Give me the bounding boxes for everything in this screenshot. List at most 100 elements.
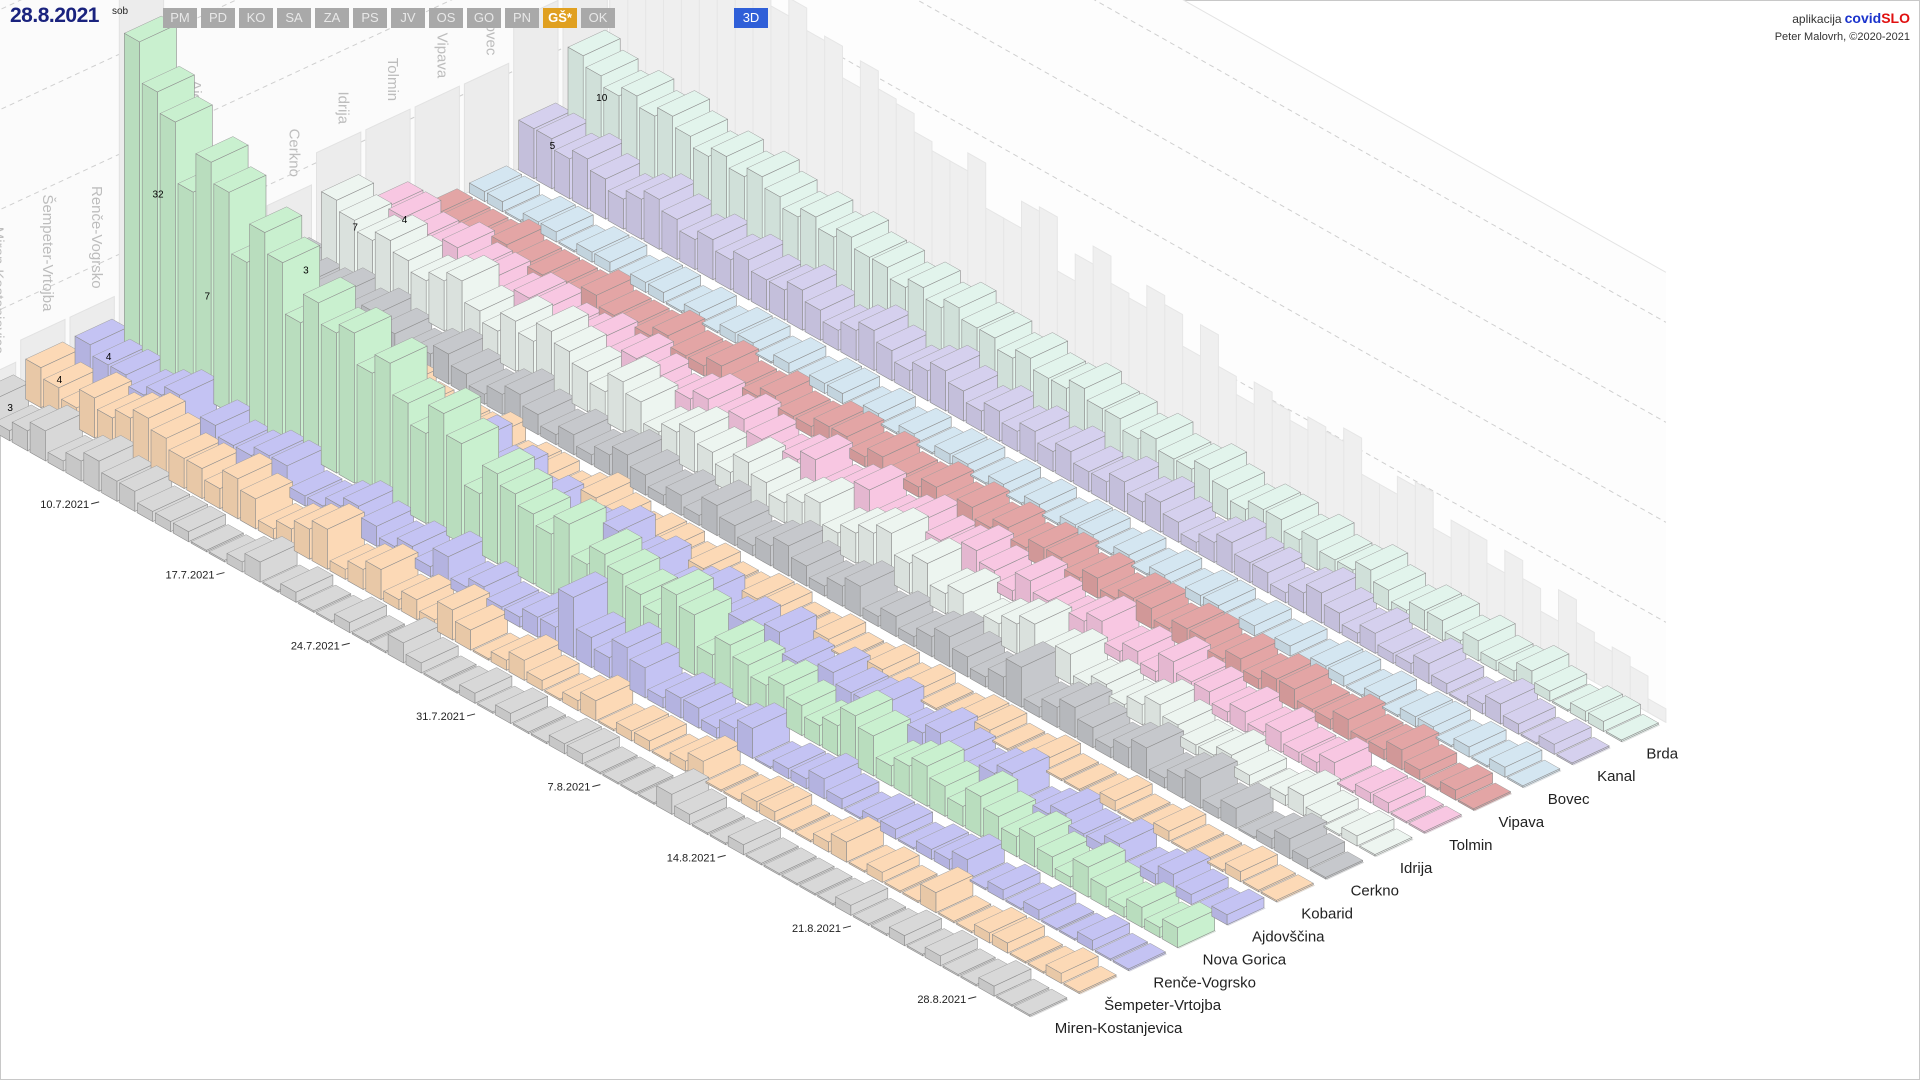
wall-label-1: Šempeter-Vrtojba xyxy=(39,194,56,312)
bar-5-5 xyxy=(1171,823,1225,852)
bar-2-16 xyxy=(826,772,880,810)
bar-0-12 xyxy=(799,867,853,896)
date-label-7: 21.8.2021 xyxy=(792,923,841,935)
top-edge-right xyxy=(1182,0,1667,273)
bar-10-3 xyxy=(1453,721,1507,758)
bar-0-10 xyxy=(835,879,889,916)
bar-5-15 xyxy=(992,722,1046,751)
bar-10-38 xyxy=(826,367,881,405)
bar-5-1 xyxy=(1242,864,1296,893)
bar-1-24 xyxy=(633,715,688,752)
bar-0-13 xyxy=(781,857,835,886)
bar-7-1 xyxy=(1341,809,1395,847)
bar-2-1 xyxy=(1094,932,1149,962)
bar-0-23 xyxy=(602,756,656,785)
region-tab-1[interactable]: PD xyxy=(201,8,235,28)
value-label-4: 7 xyxy=(205,291,211,302)
bar-1-30 xyxy=(526,654,580,692)
bar-1-11 xyxy=(866,846,920,883)
date-label-5: 7.8.2021 xyxy=(548,782,591,794)
bar-0-9 xyxy=(852,897,907,927)
region-tab-10[interactable]: GŠ* xyxy=(543,8,577,28)
bar-0-25 xyxy=(566,727,620,765)
bar-5-12 xyxy=(1045,753,1100,782)
region-tab-6[interactable]: JV xyxy=(391,8,425,28)
bar-0-29 xyxy=(494,687,549,725)
gridline-40 xyxy=(0,0,1667,323)
region-tab-5[interactable]: PS xyxy=(353,8,387,28)
credits: aplikacija covidSLO Peter Malovrh, ©2020… xyxy=(1775,10,1910,46)
municipality-label-0: Miren-Kostanjevica xyxy=(1055,1020,1183,1037)
municipality-label-2: Renče-Vogrsko xyxy=(1153,974,1256,991)
value-label-7: 7 xyxy=(352,223,358,234)
bar-0-4 xyxy=(942,948,996,977)
wall-label-0: Miren-Kostanjevica xyxy=(0,227,7,355)
bar-10-13 xyxy=(1274,620,1328,657)
region-tab-11[interactable]: OK xyxy=(581,8,615,28)
bar-9-1 xyxy=(1439,764,1494,801)
labels-layer: 10203040cases344327374510Miren-Kostanjev… xyxy=(7,93,1678,1037)
bar-12-1 xyxy=(1587,695,1642,733)
region-tab-3[interactable]: SA xyxy=(277,8,311,28)
region-tab-4[interactable]: ZA xyxy=(315,8,349,28)
bar-9-3 xyxy=(1404,743,1458,781)
date-label-6: 14.8.2021 xyxy=(667,852,716,864)
bar-1-0 xyxy=(1063,965,1117,995)
bar-5-6 xyxy=(1153,805,1207,842)
date-label-8: 28.8.2021 xyxy=(917,994,966,1006)
municipality-label-4: Ajdovščina xyxy=(1252,928,1325,945)
bar-5-2 xyxy=(1224,845,1279,883)
bar-10-57 xyxy=(486,175,541,213)
date-label-2: 17.7.2021 xyxy=(166,570,215,582)
bar-3-0 xyxy=(1161,901,1216,949)
municipality-label-6: Cerkno xyxy=(1351,883,1399,900)
bar-11-3 xyxy=(1502,698,1556,735)
bar-10-41 xyxy=(773,337,827,374)
bar-10-0 xyxy=(1507,759,1561,788)
bar-0-38 xyxy=(333,596,388,634)
region-tab-2[interactable]: KO xyxy=(239,8,273,28)
bar-9-0 xyxy=(1457,782,1512,811)
bar-10-1 xyxy=(1489,741,1543,778)
view-3d-button[interactable]: 3D xyxy=(734,8,768,28)
bar-10-51 xyxy=(594,236,648,273)
bar-8-2 xyxy=(1372,776,1426,814)
top-bar: 28.8.2021 sob PM PD KO SA ZA PS JV OS GO PN GŠ* OK … xyxy=(0,0,1920,43)
bar-11-0 xyxy=(1556,736,1610,766)
bar-1-16 xyxy=(776,804,831,833)
bar-11-1 xyxy=(1538,718,1592,755)
region-tab-7[interactable]: OS xyxy=(429,8,463,28)
bar-8-0 xyxy=(1408,805,1462,834)
value-label-8: 4 xyxy=(402,215,408,226)
region-tab-0[interactable]: PM xyxy=(163,8,197,28)
bar-2-5 xyxy=(1023,884,1077,921)
municipality-label-9: Vipava xyxy=(1498,814,1544,831)
bar-7-0 xyxy=(1359,828,1413,857)
bar-10-48 xyxy=(647,266,702,304)
wall-label-2: Renče-Vogrsko xyxy=(88,186,105,289)
brand-name-part1[interactable]: covid xyxy=(1844,10,1882,26)
municipality-label-7: Idrija xyxy=(1400,860,1433,877)
date-label-4: 31.7.2021 xyxy=(416,711,465,723)
bar-0-19 xyxy=(673,788,728,826)
value-label-1: 4 xyxy=(57,375,63,386)
bar-2-0 xyxy=(1112,943,1166,972)
bar-7-7 xyxy=(1233,749,1288,786)
municipality-label-8: Tolmin xyxy=(1449,837,1492,854)
municipality-label-10: Bovec xyxy=(1548,791,1590,808)
bar-0-14 xyxy=(763,847,817,876)
region-tab-8[interactable]: GO xyxy=(467,8,501,28)
value-label-12: 10 xyxy=(596,93,608,104)
bar-5-0 xyxy=(1260,874,1314,903)
bar-1-13 xyxy=(830,816,884,863)
bar-12-4 xyxy=(1534,665,1588,702)
bar-1-27 xyxy=(580,674,634,722)
bar-6-5 xyxy=(1220,782,1274,830)
brand-name-part2[interactable]: SLO xyxy=(1881,10,1910,26)
municipality-label-11: Kanal xyxy=(1597,768,1635,785)
bar-0-33 xyxy=(423,655,477,684)
region-tab-9[interactable]: PN xyxy=(505,8,539,28)
bar-6-1 xyxy=(1291,832,1346,870)
bar-5-19 xyxy=(920,682,974,711)
bar-1-17 xyxy=(759,785,813,823)
